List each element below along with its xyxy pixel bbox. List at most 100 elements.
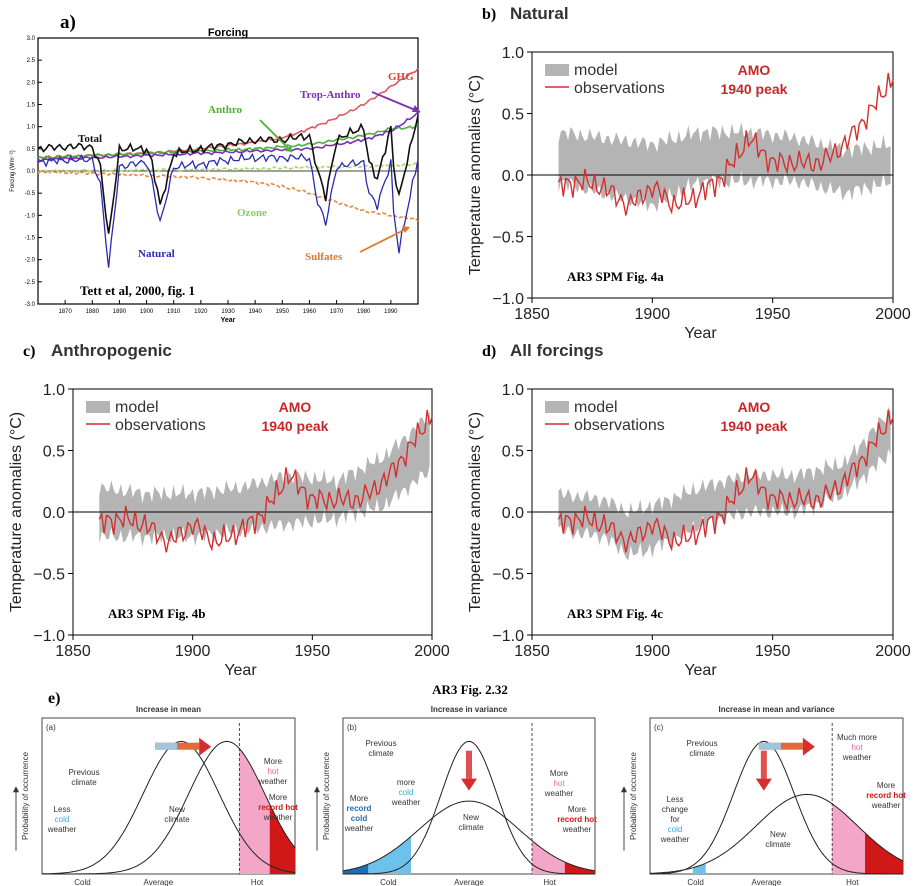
chart-c-xtick-label: 1950: [295, 643, 331, 660]
new-climate-curve: [342, 800, 596, 872]
chart-c-ytick-label: 1.0: [43, 382, 65, 399]
chart-a-xtick-label: 1940: [248, 309, 262, 315]
chart-d-xtick-label: 1900: [635, 643, 671, 660]
label-more-hot: More: [264, 757, 283, 766]
chart-e-y-arrowhead: [621, 786, 627, 793]
chart-a-ytick-label: 1.0: [27, 125, 36, 131]
arrow-sulfates: [359, 227, 409, 253]
chart-e-xtick-label: Average: [752, 878, 782, 886]
shift-arrow-tail: [155, 742, 178, 750]
label-sulfates: Sulfates: [305, 251, 343, 263]
chart-e-subletter: (c): [654, 723, 664, 732]
chart-d-title: All forcings: [510, 341, 604, 360]
arrowhead-anthro: [285, 145, 292, 152]
label-more-hot: More: [550, 769, 569, 778]
previous-climate-curve: [650, 740, 903, 875]
chart-d-xtick-label: 2000: [875, 643, 911, 660]
panel-letter-b: b): [482, 6, 496, 23]
label-less-change-cold: cold: [668, 825, 683, 834]
chart-a-xtick-label: 1920: [194, 309, 208, 315]
chart-d-xtick-label: 1950: [755, 643, 791, 660]
chart-a-xtick-label: 1930: [221, 309, 235, 315]
label-more-cold: more: [397, 778, 416, 787]
previous-climate-curve: [343, 740, 595, 875]
series-line-anthro: [37, 125, 419, 160]
chart-b-xtick-label: 1850: [514, 306, 550, 323]
chart-a-ytick-label: -2.5: [25, 280, 36, 286]
label-much-more-hot: weather: [842, 753, 872, 762]
chart-d-ytick-label: −1.0: [492, 628, 524, 645]
label-less-cold: weather: [47, 825, 77, 834]
chart-e-subtitle: Increase in mean: [136, 705, 201, 714]
hot-tail-area: [832, 803, 865, 874]
chart-c-xtick-label: 1850: [55, 643, 91, 660]
label-natural: Natural: [138, 248, 175, 260]
chart-a-ytick-label: -2.0: [25, 258, 36, 264]
label-less-change-cold: for: [670, 815, 680, 824]
chart-e-xtick-label: Average: [454, 878, 484, 886]
label-more-record-cold: record: [347, 804, 372, 813]
chart-c-observations-line: [98, 409, 433, 553]
chart-c-title: Anthropogenic: [51, 341, 172, 360]
chart-a-xtick-label: 1970: [330, 309, 344, 315]
chart-c-ylabel: Temperature anomalies (°C): [8, 412, 25, 612]
label-previous-climate: climate: [71, 778, 97, 787]
arrow-trop-anthro: [371, 91, 421, 113]
label-previous-climate: Previous: [686, 739, 717, 748]
chart-a-xtick-label: 1980: [357, 309, 371, 315]
hot-tail-area: [239, 748, 270, 874]
label-new-climate: climate: [458, 823, 484, 832]
chart-e-subtitle: Increase in variance: [431, 705, 508, 714]
label-new-climate: climate: [765, 840, 791, 849]
chart-b-xlabel: Year: [684, 325, 717, 342]
chart-a-ytick-label: 0.0: [27, 169, 36, 175]
chart-a-xtick-label: 1900: [140, 309, 154, 315]
chart-c-xtick-label: 2000: [414, 643, 450, 660]
label-previous-climate: climate: [368, 749, 394, 758]
chart-b-ytick-label: 0.0: [502, 168, 524, 185]
chart-a-xtick-label: 1880: [86, 309, 100, 315]
panel-e: e) AR3 Fig. 2.32 Increase in mean (a) Cold Av…: [13, 682, 906, 886]
chart-e-xtick-label: Average: [144, 878, 174, 886]
chart-d-ylabel: Temperature anomalies (°C): [467, 412, 484, 612]
chart-c-xtick-label: 1900: [175, 643, 211, 660]
label-more-cold: cold: [399, 788, 414, 797]
chart-a-ytick-label: -1.5: [25, 236, 36, 242]
label-more-record-cold: cold: [351, 814, 368, 823]
chart-e-y-arrowhead: [13, 786, 19, 793]
panel-letter-a: a): [60, 12, 76, 33]
label-more-record-hot: More: [269, 793, 288, 802]
annotation-1940-peak: 1940 peak: [721, 81, 788, 97]
label-new-climate: New: [169, 805, 185, 814]
chart-d-xtick-label: 1850: [514, 643, 550, 660]
chart-a-xtick-label: 1990: [384, 309, 398, 315]
chart-b-ylabel: Temperature anomalies (°C): [467, 75, 484, 275]
chart-b-ytick-label: 1.0: [502, 45, 524, 62]
label-more-record-cold: More: [350, 794, 369, 803]
chart-c-xlabel: Year: [224, 662, 257, 679]
chart-d-ytick-label: −0.5: [492, 567, 524, 584]
chart-e-subtitle: Increase in mean and variance: [718, 705, 835, 714]
legend-model-label: model: [115, 399, 159, 416]
chart-e-ylabel: Probability of occurrence: [322, 751, 331, 840]
chart-c-model-band: [99, 410, 430, 547]
chart-e-xtick-label: Cold: [687, 878, 703, 886]
chart-b-ytick-label: −0.5: [492, 230, 524, 247]
label-more-record-hot: record hot: [258, 803, 298, 812]
label-less-change-cold: Less: [667, 795, 684, 804]
panel-d: d) All forcings −1.0 −0.5 0.0 0.5 1.0 1850 1900 1…: [467, 341, 911, 679]
label-more-record-hot: More: [568, 805, 587, 814]
label-more-record-hot: weather: [562, 825, 592, 834]
annotation-amo: AMO: [738, 62, 771, 78]
chart-a-ytick-label: -3.0: [25, 302, 36, 308]
label-more-cold: weather: [391, 798, 421, 807]
panel-letter-c: c): [23, 343, 35, 360]
label-more-hot: hot: [267, 767, 279, 776]
chart-e-frame: [342, 717, 596, 875]
chart-a-xtick-label: 1870: [58, 309, 72, 315]
label-total: Total: [78, 133, 102, 145]
hot-tail-area: [532, 840, 565, 874]
shift-arrowhead: [199, 737, 212, 756]
chart-d-citation: AR3 SPM Fig. 4c: [567, 606, 663, 621]
